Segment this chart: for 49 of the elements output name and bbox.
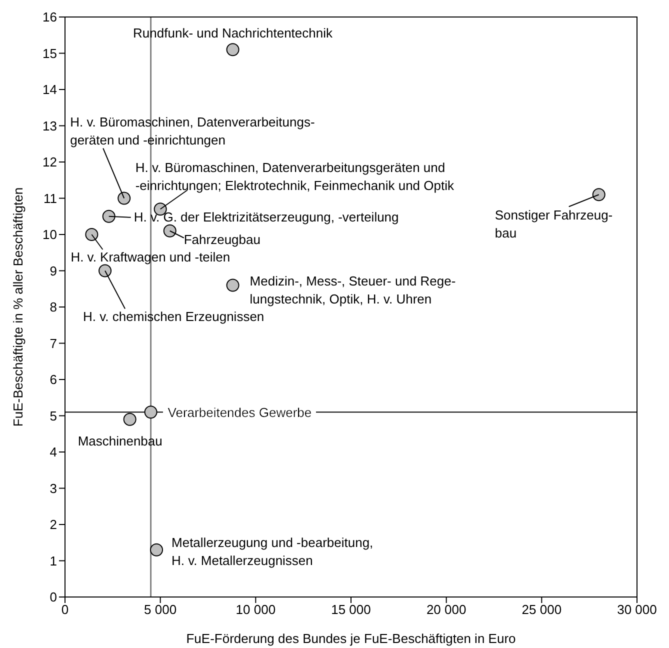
y-tick-label: 8	[50, 300, 57, 315]
point	[592, 188, 606, 202]
y-tick-label: 10	[42, 227, 57, 242]
annotation: H. v. chemischen Erzeugnissen	[83, 308, 264, 324]
annotation: Sonstiger Fahrzeug- bau	[494, 207, 613, 240]
y-tick-label: 12	[42, 154, 57, 170]
x-tick-label: 25 000	[522, 602, 562, 618]
x-tick-label: 10 000	[236, 602, 276, 618]
point	[144, 406, 158, 419]
y-tick-label: 15	[42, 46, 57, 61]
point	[226, 278, 240, 292]
annotation: H. v. Kraftwagen und -teilen	[70, 249, 230, 264]
point	[98, 264, 112, 278]
point	[123, 412, 136, 426]
y-tick-label: 0	[50, 590, 57, 605]
y-tick-label: 6	[50, 372, 57, 388]
y-tick-label: 2	[50, 517, 57, 532]
x-tick-label: 5 000	[144, 602, 177, 618]
annotation: H. v. G. der Elektrizitätserzeugung, -verteilung	[134, 208, 399, 224]
y-tick-label: 9	[50, 263, 57, 278]
point	[226, 43, 240, 56]
y-tick-label: 4	[50, 444, 57, 460]
point	[163, 224, 176, 238]
y-tick-label: 7	[50, 336, 57, 351]
x-axis-title: FuE-Förderung des Bundes je FuE-Beschäftigten in Euro	[186, 631, 516, 646]
x-tick-label: 30 000	[617, 602, 657, 618]
annotation: Medizin-, Mess-, Steuer- und Rege- lungstechnik, Optik, H. v. Uhren	[250, 272, 456, 306]
point	[150, 543, 164, 556]
y-tick-label: 13	[42, 118, 57, 134]
annotation: Maschinenbau	[78, 432, 162, 448]
annotation: Verarbeitendes Gewerbe	[168, 404, 312, 420]
point	[85, 228, 98, 241]
annotation: H. v. Büromaschinen, Datenverarbeitungs- geräten und -einrichtungen	[70, 114, 315, 147]
annotation: Rundfunk- und Nachrichtentechnik	[133, 25, 334, 40]
y-tick-label: 16	[42, 10, 57, 25]
y-tick-label: 3	[50, 480, 57, 496]
annotation: Fahrzeugbau	[184, 231, 260, 246]
y-tick-label: 14	[42, 82, 57, 98]
y-tick-label: 1	[50, 553, 57, 568]
point	[118, 192, 131, 205]
y-axis-title: FuE-Beschäftigte in % aller Beschäftigten	[10, 187, 26, 427]
x-tick-label: 15 000	[331, 602, 371, 618]
x-tick-label: 20 000	[426, 602, 466, 618]
annotation: Metallerzeugung und -bearbeitung, H. v. Metallerzeugnissen	[172, 534, 374, 568]
y-tick-label: 5	[50, 408, 57, 424]
y-tick-label: 11	[44, 190, 57, 206]
point	[102, 210, 116, 223]
annotation: H. v. Büromaschinen, Datenverarbeitungsgeräten und -einrichtungen; Elektrotechnik, Feinmechanik und Optik	[135, 160, 454, 193]
x-tick-label: 0	[61, 602, 69, 618]
